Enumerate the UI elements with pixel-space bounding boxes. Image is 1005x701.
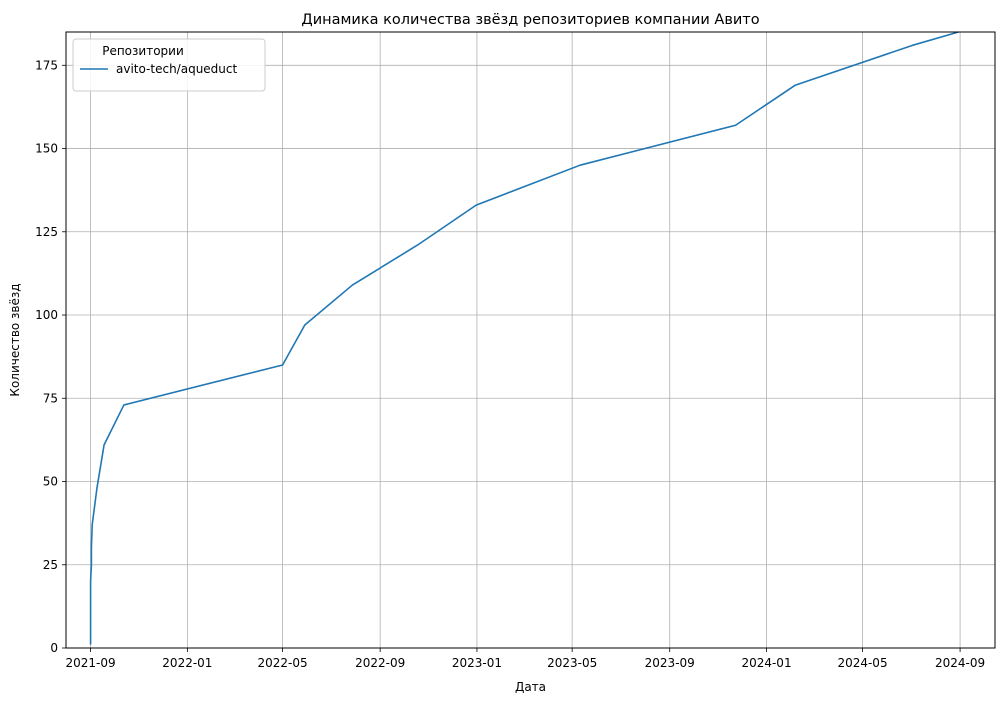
x-tick-label: 2023-09 <box>645 656 695 670</box>
y-axis-label: Количество звёзд <box>8 283 22 396</box>
y-tick-label: 150 <box>35 142 58 156</box>
y-tick-label: 75 <box>43 391 58 405</box>
y-tick-label: 50 <box>43 475 58 489</box>
legend: Репозитории avito-tech/aqueduct <box>72 38 266 92</box>
legend-box <box>72 38 266 92</box>
y-axis: 0 25 50 75 100 125 150 175 <box>35 58 66 655</box>
legend-title: Репозитории <box>102 44 184 58</box>
y-tick-label: 175 <box>35 58 58 72</box>
y-tick-label: 25 <box>43 558 58 572</box>
legend-entries: avito-tech/aqueduct <box>80 62 238 76</box>
chart-title: Динамика количества звёзд репозиториев к… <box>301 12 759 28</box>
x-tick-label: 2021-09 <box>66 656 116 670</box>
x-tick-label: 2022-05 <box>258 656 308 670</box>
x-axis-label: Дата <box>515 680 546 694</box>
y-tick-label: 0 <box>50 641 58 655</box>
y-tick-label: 100 <box>35 308 58 322</box>
x-tick-label: 2022-09 <box>355 656 405 670</box>
series-layer <box>89 31 959 645</box>
x-tick-label: 2024-05 <box>837 656 887 670</box>
x-tick-label: 2024-01 <box>741 656 791 670</box>
legend-entry-label: avito-tech/aqueduct <box>116 62 238 76</box>
x-tick-label: 2023-01 <box>452 656 502 670</box>
x-tick-label: 2023-05 <box>547 656 597 670</box>
x-axis: 2021-09 2022-01 2022-05 2022-09 2023-01 2023-… <box>66 648 985 670</box>
y-tick-label: 125 <box>35 225 58 239</box>
series-line <box>89 31 959 645</box>
plot-frame <box>65 31 996 649</box>
x-tick-label: 2022-01 <box>162 656 212 670</box>
x-tick-label: 2024-09 <box>935 656 985 670</box>
